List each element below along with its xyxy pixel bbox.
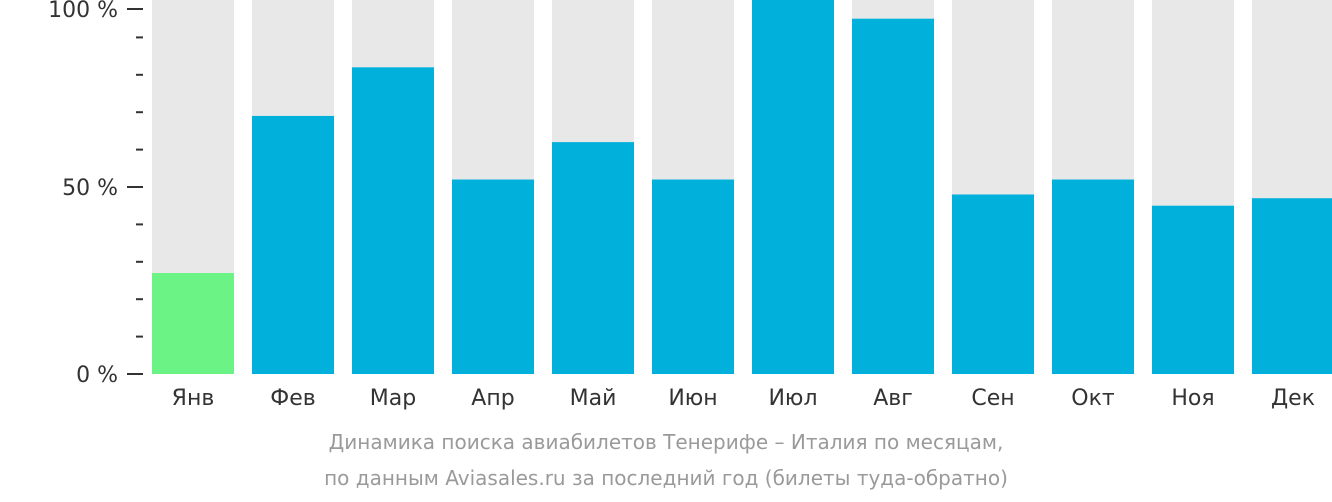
x-tick-label-7: Июл	[768, 386, 817, 411]
bar-10[interactable]	[1052, 179, 1134, 374]
bar-9[interactable]	[952, 194, 1034, 374]
x-tick-label-9: Сен	[971, 386, 1014, 411]
bar-12[interactable]	[1252, 198, 1332, 374]
x-tick-label-11: Ноя	[1171, 386, 1214, 411]
bar-1[interactable]	[152, 273, 234, 374]
x-tick-label-5: Май	[570, 386, 617, 411]
bar-11[interactable]	[1152, 205, 1234, 374]
bar-7[interactable]	[752, 0, 834, 374]
bar-3[interactable]	[352, 67, 434, 374]
bar-4[interactable]	[452, 179, 534, 374]
bar-6[interactable]	[652, 179, 734, 374]
x-tick-label-6: Июн	[668, 386, 717, 411]
x-tick-label-3: Мар	[370, 386, 416, 411]
x-tick-label-2: Фев	[270, 386, 315, 411]
chart-caption-line-2: по данным Aviasales.ru за последний год …	[324, 466, 1008, 490]
bar-8[interactable]	[852, 18, 934, 374]
y-tick-label-2: 50 %	[62, 176, 118, 201]
x-tick-label-12: Дек	[1271, 386, 1315, 411]
x-tick-label-4: Апр	[471, 386, 514, 411]
x-tick-label-1: Янв	[172, 386, 215, 411]
y-tick-label-3: 0 %	[76, 363, 118, 388]
bar-2[interactable]	[252, 115, 334, 374]
bar-5[interactable]	[552, 142, 634, 374]
y-tick-label-1: 100 %	[48, 0, 118, 23]
chart-caption-line-1: Динамика поиска авиабилетов Тенерифе – И…	[328, 430, 1004, 454]
x-tick-label-8: Авг	[873, 386, 913, 411]
x-tick-label-10: Окт	[1071, 386, 1115, 411]
